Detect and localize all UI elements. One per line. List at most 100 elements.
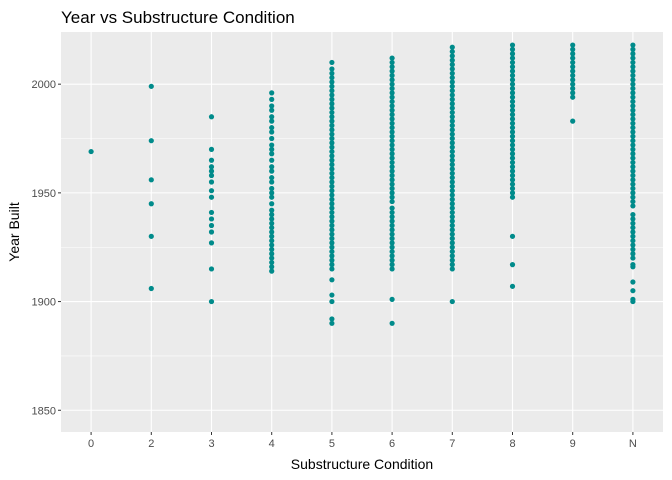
data-point — [449, 222, 455, 229]
x-tick-label: 6 — [389, 438, 395, 450]
data-point — [449, 209, 455, 216]
data-point — [389, 218, 395, 224]
data-point — [630, 220, 636, 226]
data-point — [449, 248, 455, 255]
x-tick-label: 7 — [449, 438, 455, 450]
data-point — [269, 107, 275, 113]
data-point — [449, 231, 455, 237]
data-point — [389, 59, 395, 66]
data-point — [329, 175, 335, 181]
data-point — [208, 188, 215, 194]
data-point — [449, 262, 455, 268]
data-point — [449, 192, 455, 198]
data-point — [630, 59, 636, 66]
data-point — [269, 229, 275, 235]
data-point — [570, 77, 576, 83]
data-point — [449, 53, 455, 59]
data-point — [389, 155, 395, 161]
data-point — [630, 77, 636, 83]
data-point — [269, 220, 275, 226]
data-point — [329, 131, 335, 137]
data-point — [449, 57, 455, 63]
y-tick-label: 1950 — [32, 188, 56, 200]
data-point — [208, 298, 215, 305]
data-point — [630, 212, 636, 218]
data-point — [630, 262, 636, 268]
data-point — [329, 135, 335, 142]
data-point — [449, 75, 455, 81]
data-point — [509, 283, 516, 289]
data-point — [630, 190, 636, 196]
data-point — [630, 279, 636, 285]
data-point — [269, 201, 275, 207]
data-point — [389, 205, 395, 211]
data-point — [389, 181, 395, 187]
data-point — [389, 190, 395, 196]
data-point — [509, 190, 516, 196]
data-point — [630, 64, 636, 70]
data-point — [329, 105, 335, 111]
data-point — [329, 298, 335, 305]
data-point — [329, 66, 335, 72]
data-point — [329, 153, 335, 159]
data-point — [329, 166, 335, 172]
data-point — [329, 162, 335, 168]
data-point — [389, 133, 395, 139]
data-point — [269, 135, 275, 142]
data-point — [509, 181, 516, 187]
data-point — [389, 81, 395, 87]
data-point — [630, 142, 636, 148]
data-point — [509, 46, 516, 52]
data-point — [449, 79, 455, 85]
data-point — [329, 157, 335, 163]
data-point — [329, 244, 335, 250]
data-point — [329, 235, 335, 242]
data-point — [449, 148, 455, 155]
data-point — [509, 138, 516, 144]
data-point — [148, 177, 154, 183]
data-point — [389, 103, 395, 109]
data-point — [269, 233, 275, 239]
data-point — [208, 172, 215, 179]
data-point — [449, 162, 455, 168]
data-point — [509, 133, 516, 139]
data-point — [449, 66, 455, 72]
data-point — [630, 255, 636, 261]
data-point — [329, 179, 335, 185]
data-point — [269, 251, 275, 257]
data-point — [389, 164, 395, 170]
data-point — [570, 85, 576, 92]
y-tick-label: 1900 — [32, 297, 56, 309]
data-point — [208, 222, 215, 229]
data-point — [148, 138, 154, 144]
data-point — [389, 194, 395, 200]
data-point — [570, 46, 576, 52]
data-point — [630, 112, 636, 118]
data-point — [630, 238, 636, 244]
data-point — [449, 166, 455, 172]
data-point — [329, 127, 335, 133]
data-point — [630, 42, 636, 48]
data-point — [570, 59, 576, 66]
data-point — [329, 96, 335, 102]
data-point — [269, 259, 275, 266]
data-point — [208, 240, 215, 246]
data-point — [269, 168, 275, 174]
data-point — [570, 64, 576, 70]
data-point — [449, 48, 455, 55]
data-point — [449, 196, 455, 202]
data-point — [269, 118, 275, 124]
data-point — [88, 148, 94, 155]
data-point — [449, 62, 455, 68]
data-point — [630, 103, 636, 109]
data-point — [329, 218, 335, 224]
data-point — [509, 81, 516, 87]
data-point — [389, 151, 395, 157]
data-point — [389, 129, 395, 135]
data-point — [509, 103, 516, 109]
data-point — [509, 146, 516, 152]
data-point — [509, 55, 516, 61]
data-point — [630, 216, 636, 222]
data-point — [389, 240, 395, 246]
data-point — [509, 112, 516, 118]
